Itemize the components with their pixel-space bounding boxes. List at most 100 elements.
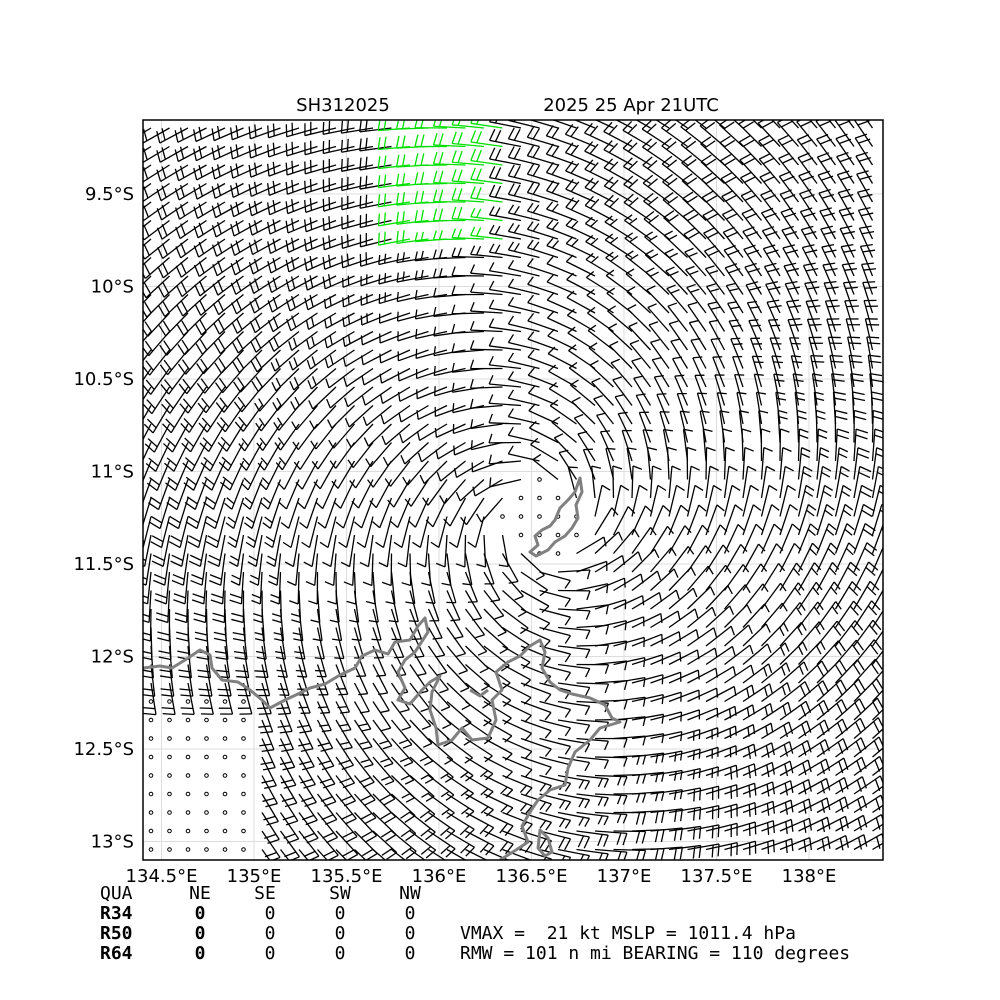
wind-barb-feather	[161, 223, 168, 236]
wind-barb-feather	[866, 542, 878, 551]
wind-barb-feather	[362, 746, 373, 750]
wind-barb-feather	[694, 484, 704, 491]
wind-barb-shaft	[234, 516, 245, 548]
wind-barb-shaft	[816, 447, 822, 480]
wind-barb-feather	[546, 237, 554, 247]
wind-barb-feather	[395, 154, 400, 168]
wind-barb-feather	[844, 816, 849, 829]
wind-barb-feather	[824, 249, 837, 254]
wind-barb-feather	[414, 120, 418, 128]
wind-barb-shaft	[271, 275, 300, 294]
wind-barb-feather	[603, 176, 614, 187]
wind-barb-feather	[706, 283, 716, 288]
wind-barb-feather	[570, 379, 579, 386]
wind-barb-feather	[211, 147, 216, 160]
wind-barb-shaft	[779, 485, 789, 517]
wind-barb-feather	[513, 205, 520, 215]
wind-barb-feather	[565, 218, 574, 226]
wind-barb-feather	[147, 502, 159, 511]
wind-barb-feather	[571, 238, 579, 247]
wind-barb-feather	[749, 644, 754, 655]
wind-barb-feather	[820, 157, 833, 163]
wind-barb-feather	[884, 523, 894, 530]
wind-barb-shaft	[489, 214, 522, 222]
wind-barb-feather	[179, 403, 189, 414]
wind-barb-shaft	[816, 815, 846, 832]
wind-barb-shaft	[625, 273, 651, 295]
lat-tick-label: 9.5°S	[85, 184, 134, 205]
wind-barb-feather	[266, 202, 271, 215]
wind-barb-feather	[470, 120, 473, 124]
wind-barb-shaft	[706, 286, 726, 314]
wind-barb-shaft	[415, 349, 448, 359]
wind-barb-feather	[334, 657, 344, 660]
wind-barb-feather	[564, 672, 572, 681]
wind-barb-feather	[434, 427, 438, 438]
wind-barb-feather	[254, 336, 262, 349]
wind-barb-feather	[267, 260, 272, 274]
wind-barb-feather	[856, 453, 869, 459]
wind-barb-feather	[485, 773, 494, 781]
wind-barb-shaft	[218, 293, 244, 316]
wind-barb-shaft	[742, 742, 773, 758]
calm-marker	[167, 717, 172, 723]
wind-barb-feather	[769, 304, 782, 309]
wind-barb-feather	[758, 134, 770, 142]
wind-barb-feather	[820, 641, 826, 651]
wind-barb-feather	[727, 249, 740, 256]
wind-barb-feather	[723, 244, 736, 251]
wind-barb-feather	[291, 179, 294, 193]
wind-barb-shaft	[446, 553, 452, 586]
wind-barb-feather	[470, 207, 476, 218]
wind-barb-feather	[848, 542, 857, 550]
wind-barb-feather	[261, 477, 270, 485]
wind-barb-feather	[402, 744, 413, 749]
wind-barb-shaft	[263, 442, 282, 471]
wind-barb-shaft	[836, 156, 855, 184]
wind-barb-shaft	[255, 534, 263, 567]
wind-barb-shaft	[856, 191, 874, 221]
wind-barb-feather	[453, 468, 458, 478]
wind-barb-feather	[722, 544, 730, 553]
wind-barb-feather	[262, 496, 272, 505]
wind-barb-feather	[623, 193, 634, 203]
wind-barb-feather	[801, 175, 814, 182]
wind-barb-feather	[697, 670, 700, 680]
wind-barb-feather	[526, 181, 535, 193]
wind-barb-feather	[356, 541, 366, 549]
wind-barb-feather	[641, 120, 652, 130]
wind-barb-feather	[758, 153, 771, 160]
wind-barb-shaft	[668, 466, 673, 499]
wind-barb-shaft	[646, 289, 670, 314]
wind-barb-shaft	[489, 383, 522, 388]
wind-barb-shaft	[143, 331, 152, 343]
wind-barb-shaft	[409, 701, 432, 727]
wind-barb-shaft	[742, 643, 768, 665]
wind-barb-shaft	[298, 756, 316, 785]
wind-barb-feather	[144, 301, 152, 314]
wind-barb-feather	[282, 541, 292, 549]
wind-barb-feather	[143, 263, 151, 275]
wind-barb-feather	[765, 745, 770, 758]
wind-barb-feather	[143, 328, 149, 337]
lat-tick-label: 12.5°S	[73, 739, 134, 760]
wind-barb-shaft	[742, 603, 766, 628]
wind-barb-shaft	[741, 213, 763, 240]
wind-barb-feather	[528, 403, 536, 412]
wind-barb-shaft	[539, 589, 571, 600]
wind-barb-feather	[854, 409, 867, 415]
wind-barb-feather	[810, 567, 819, 576]
wind-barb-shaft	[587, 330, 614, 351]
wind-barb-feather	[829, 567, 837, 576]
wind-barb-feather	[433, 366, 436, 376]
wind-barb-shaft	[464, 534, 467, 568]
wind-barb-shaft	[279, 627, 287, 660]
wind-barb-feather	[711, 607, 717, 617]
wind-barb-feather	[342, 337, 346, 347]
wind-barb-feather	[725, 446, 735, 452]
wind-barb-feather	[547, 328, 555, 337]
wind-barb-shaft	[341, 145, 374, 153]
wind-barb-feather	[730, 306, 741, 310]
wind-barb-shaft	[761, 642, 786, 665]
wind-barb-feather	[469, 340, 475, 350]
